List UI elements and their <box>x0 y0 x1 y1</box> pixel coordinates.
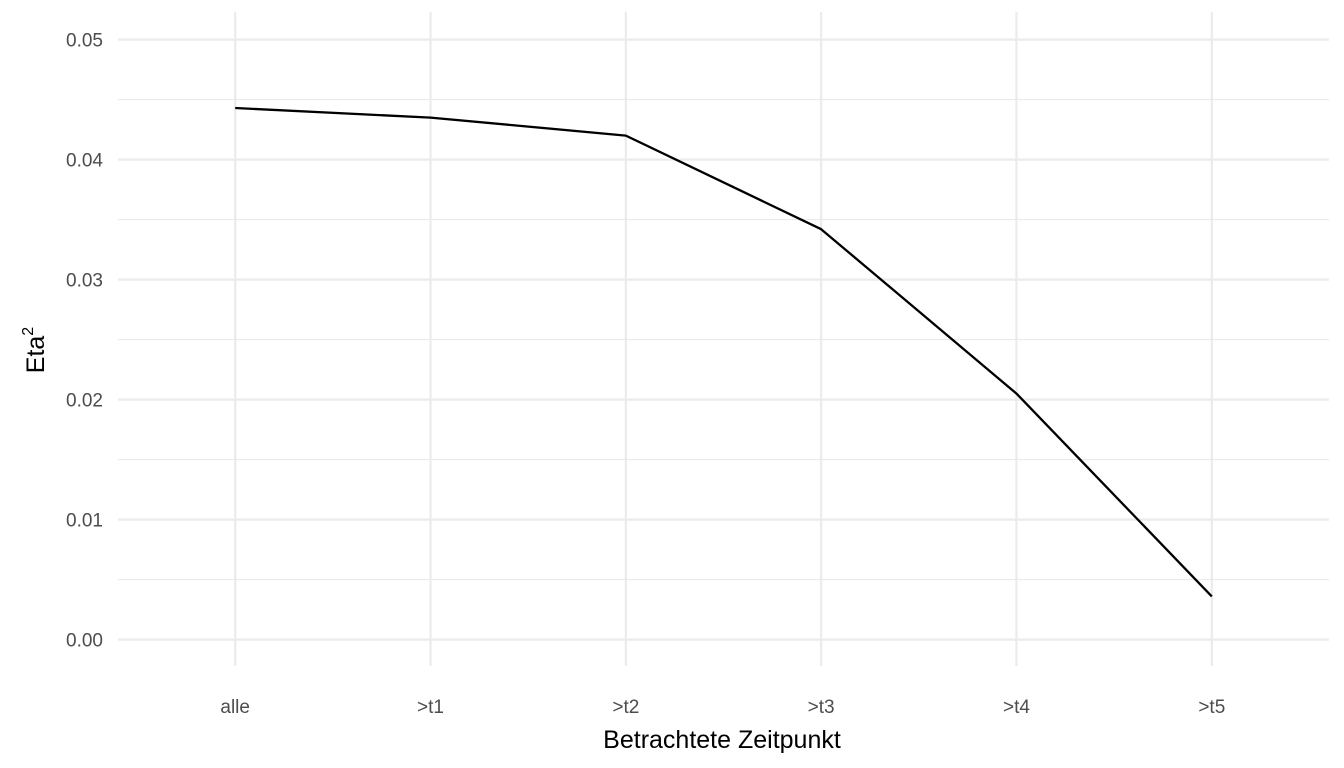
x-tick-label: >t4 <box>1003 697 1030 718</box>
series-line <box>235 106 1213 598</box>
y-tick-label: 0.02 <box>66 391 103 412</box>
major-gridlines-x <box>234 12 1213 666</box>
series-layer <box>235 106 1213 598</box>
x-tick-label: >t2 <box>612 697 639 718</box>
y-tick-label: 0.03 <box>66 271 103 292</box>
x-tick-label: >t1 <box>417 697 444 718</box>
x-tick-labels: alle >t1 >t2 >t3 >t4 >t5 <box>220 697 1225 718</box>
y-tick-label: 0.00 <box>66 631 103 652</box>
x-tick-label: >t5 <box>1198 697 1225 718</box>
minor-gridlines-y <box>118 99 1329 581</box>
y-tick-labels: 0.00 0.01 0.02 0.03 0.04 0.05 <box>66 31 103 652</box>
y-axis-title-base: Eta <box>22 336 50 374</box>
major-gridlines-y <box>118 38 1329 641</box>
y-tick-label: 0.04 <box>66 151 103 172</box>
y-tick-label: 0.01 <box>66 511 103 532</box>
y-axis-title: Eta2 <box>20 327 50 374</box>
x-tick-label: alle <box>220 697 250 718</box>
x-axis-title: Betrachtete Zeitpunkt <box>603 726 841 754</box>
y-tick-label: 0.05 <box>66 31 103 52</box>
y-axis-title-superscript: 2 <box>20 327 37 336</box>
x-tick-label: >t3 <box>808 697 835 718</box>
